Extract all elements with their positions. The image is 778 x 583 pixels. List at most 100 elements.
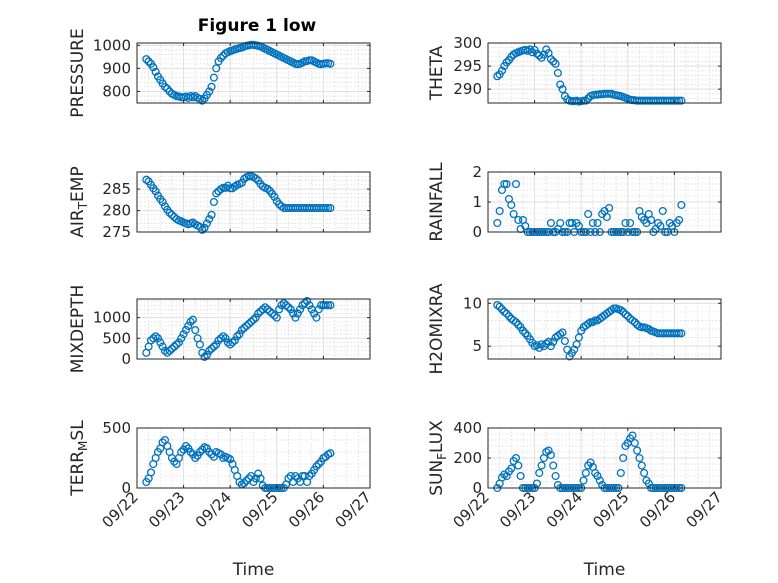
data-point — [156, 338, 165, 347]
data-point — [535, 468, 544, 478]
data-point — [251, 174, 260, 183]
data-point — [581, 468, 590, 478]
data-point — [151, 187, 160, 196]
data-point — [324, 203, 333, 213]
subplot-h2omixra: 5 10 H2OMIXRA — [427, 283, 722, 375]
data-point — [219, 332, 228, 341]
data-point — [275, 305, 284, 314]
axes-box — [136, 298, 371, 360]
data-point — [195, 447, 204, 457]
y-axis-label: SUNFLUX — [427, 420, 449, 496]
x-tick-label: 09/27 — [683, 488, 726, 531]
data-point — [226, 184, 235, 193]
data-point — [249, 315, 258, 324]
data-point — [588, 318, 597, 327]
data-point — [256, 307, 265, 316]
data-point — [270, 192, 279, 201]
subplot-mixdepth: 0 500 1000 MIXDEPTH — [68, 285, 371, 373]
x-tick-label: 09/22 — [450, 488, 493, 531]
data-point — [605, 203, 614, 213]
data-point — [511, 179, 521, 189]
data-point — [195, 94, 204, 103]
data-point — [242, 321, 251, 330]
data-point — [326, 59, 335, 68]
data-point — [212, 64, 221, 73]
data-point — [191, 325, 200, 335]
data-point — [305, 471, 314, 481]
data-point — [514, 461, 523, 470]
data-point — [205, 215, 214, 224]
data-point — [256, 474, 265, 483]
x-axis-label: Time — [583, 560, 626, 580]
data-point — [640, 468, 649, 478]
data-point — [677, 200, 686, 210]
data-point — [493, 300, 502, 310]
data-point — [628, 316, 637, 325]
subplot-sun_flux: 0 200 400 09/22 09/23 09/24 09/25 09/26 09/27 Tim… — [427, 419, 726, 580]
data-point — [149, 63, 158, 72]
data-point — [228, 338, 237, 347]
data-point — [198, 225, 207, 234]
x-tick-label: 09/23 — [496, 488, 539, 531]
data-point — [658, 206, 667, 216]
data-point — [282, 301, 291, 310]
data-point — [546, 218, 555, 228]
x-tick-label: 09/22 — [99, 488, 142, 531]
data-point — [630, 318, 639, 327]
data-point — [514, 320, 523, 329]
data-point — [549, 461, 558, 470]
data-point — [226, 455, 235, 464]
data-point — [511, 453, 521, 463]
data-point — [637, 461, 646, 470]
data-point — [616, 306, 625, 315]
data-point — [305, 56, 314, 65]
data-point — [186, 317, 195, 326]
data-point — [235, 330, 244, 339]
data-point — [158, 197, 167, 207]
subplot-rainfall: 0 1 2 RAINFALL — [427, 162, 722, 242]
data-point — [160, 82, 170, 91]
data-point — [633, 446, 642, 455]
data-point — [181, 325, 190, 335]
data-point — [619, 453, 628, 463]
data-point — [495, 206, 504, 216]
data-point — [537, 461, 546, 470]
y-tick-label: 275 — [102, 223, 131, 241]
data-point — [593, 471, 602, 481]
data-point — [142, 175, 151, 184]
data-point — [289, 309, 298, 318]
data-point — [296, 305, 305, 314]
data-point — [310, 309, 319, 318]
data-point — [181, 441, 190, 451]
data-point — [572, 340, 581, 349]
data-point — [163, 348, 172, 357]
data-point — [165, 346, 174, 355]
data-point — [153, 334, 163, 343]
data-point — [251, 474, 260, 483]
data-point — [595, 476, 604, 485]
data-point — [591, 316, 600, 325]
data-point — [263, 184, 272, 193]
x-tick-label: 09/25 — [589, 488, 632, 531]
data-point — [226, 340, 235, 349]
axes-box — [487, 298, 722, 360]
subplot-theta: 290 295 300 THETA — [427, 34, 722, 106]
y-tick-label: 500 — [102, 419, 131, 437]
y-tick-label: 0 — [121, 350, 131, 368]
data-point — [635, 453, 644, 463]
data-point — [207, 344, 216, 353]
data-point — [277, 301, 286, 310]
data-point — [186, 447, 195, 457]
data-point — [509, 316, 518, 325]
data-point — [240, 479, 249, 488]
data-point — [518, 326, 527, 335]
plot-area — [137, 299, 370, 359]
x-tick-label: 09/26 — [636, 488, 679, 531]
data-point — [586, 458, 595, 467]
data-point — [516, 471, 525, 481]
data-point — [205, 87, 214, 96]
axes-box — [136, 427, 371, 489]
data-point — [216, 334, 225, 343]
data-point — [230, 336, 239, 345]
